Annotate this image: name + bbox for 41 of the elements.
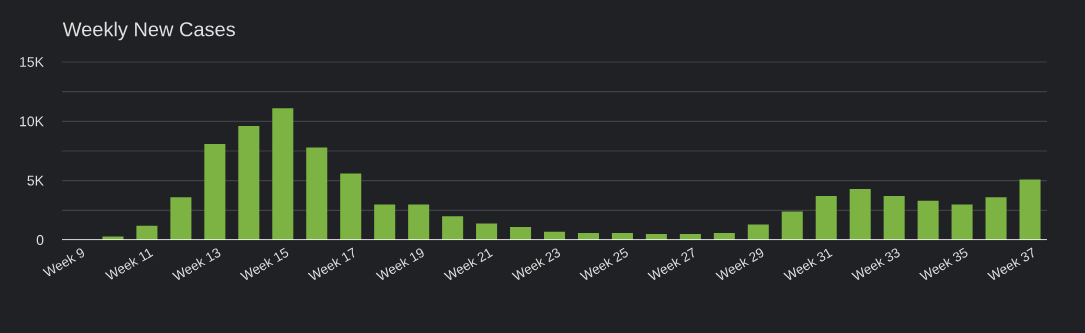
x-tick-label: Week 33	[851, 248, 900, 280]
bar	[985, 197, 1007, 240]
bar	[442, 216, 464, 240]
chart-title: Weekly New Cases	[62, 21, 235, 41]
bar	[883, 196, 905, 240]
x-tick-label: Week 27	[647, 247, 694, 280]
bar	[1019, 179, 1041, 240]
bar	[917, 200, 939, 240]
bar	[306, 147, 328, 240]
y-tick-label: 5K	[27, 175, 44, 186]
bar	[204, 143, 226, 240]
bar	[510, 226, 532, 240]
bar	[781, 211, 803, 240]
x-tick-label: Week 17	[307, 247, 355, 280]
x-tick-label: Week 37	[987, 247, 1034, 280]
y-tick-label: 10K	[20, 116, 44, 127]
x-tick-label: Week 31	[783, 248, 833, 280]
y-tick-label: 15K	[20, 57, 44, 67]
x-tick-label: Week 11	[104, 248, 154, 280]
bar	[170, 197, 192, 240]
bar	[136, 225, 158, 240]
x-tick-label: Week 15	[239, 247, 289, 280]
x-tick-label: Week 23	[511, 248, 561, 280]
x-tick-label: Week 25	[579, 247, 628, 280]
bar	[340, 173, 362, 240]
bar	[849, 188, 871, 240]
x-tick-label: Week 19	[375, 248, 424, 280]
bar	[815, 196, 837, 240]
y-tick-label: 0	[36, 235, 44, 245]
bar	[747, 224, 769, 240]
bar	[272, 108, 294, 240]
x-tick-label: Week 29	[715, 248, 764, 280]
x-tick-label: Week 35	[919, 247, 968, 280]
x-tick-label: Week 21	[443, 248, 493, 280]
bar	[238, 126, 260, 240]
bar	[476, 223, 498, 240]
x-tick-label: Week 13	[171, 248, 221, 280]
bar	[408, 204, 430, 240]
bar	[951, 204, 973, 240]
x-tick-label: Week 9	[42, 248, 85, 277]
bar	[374, 204, 396, 240]
